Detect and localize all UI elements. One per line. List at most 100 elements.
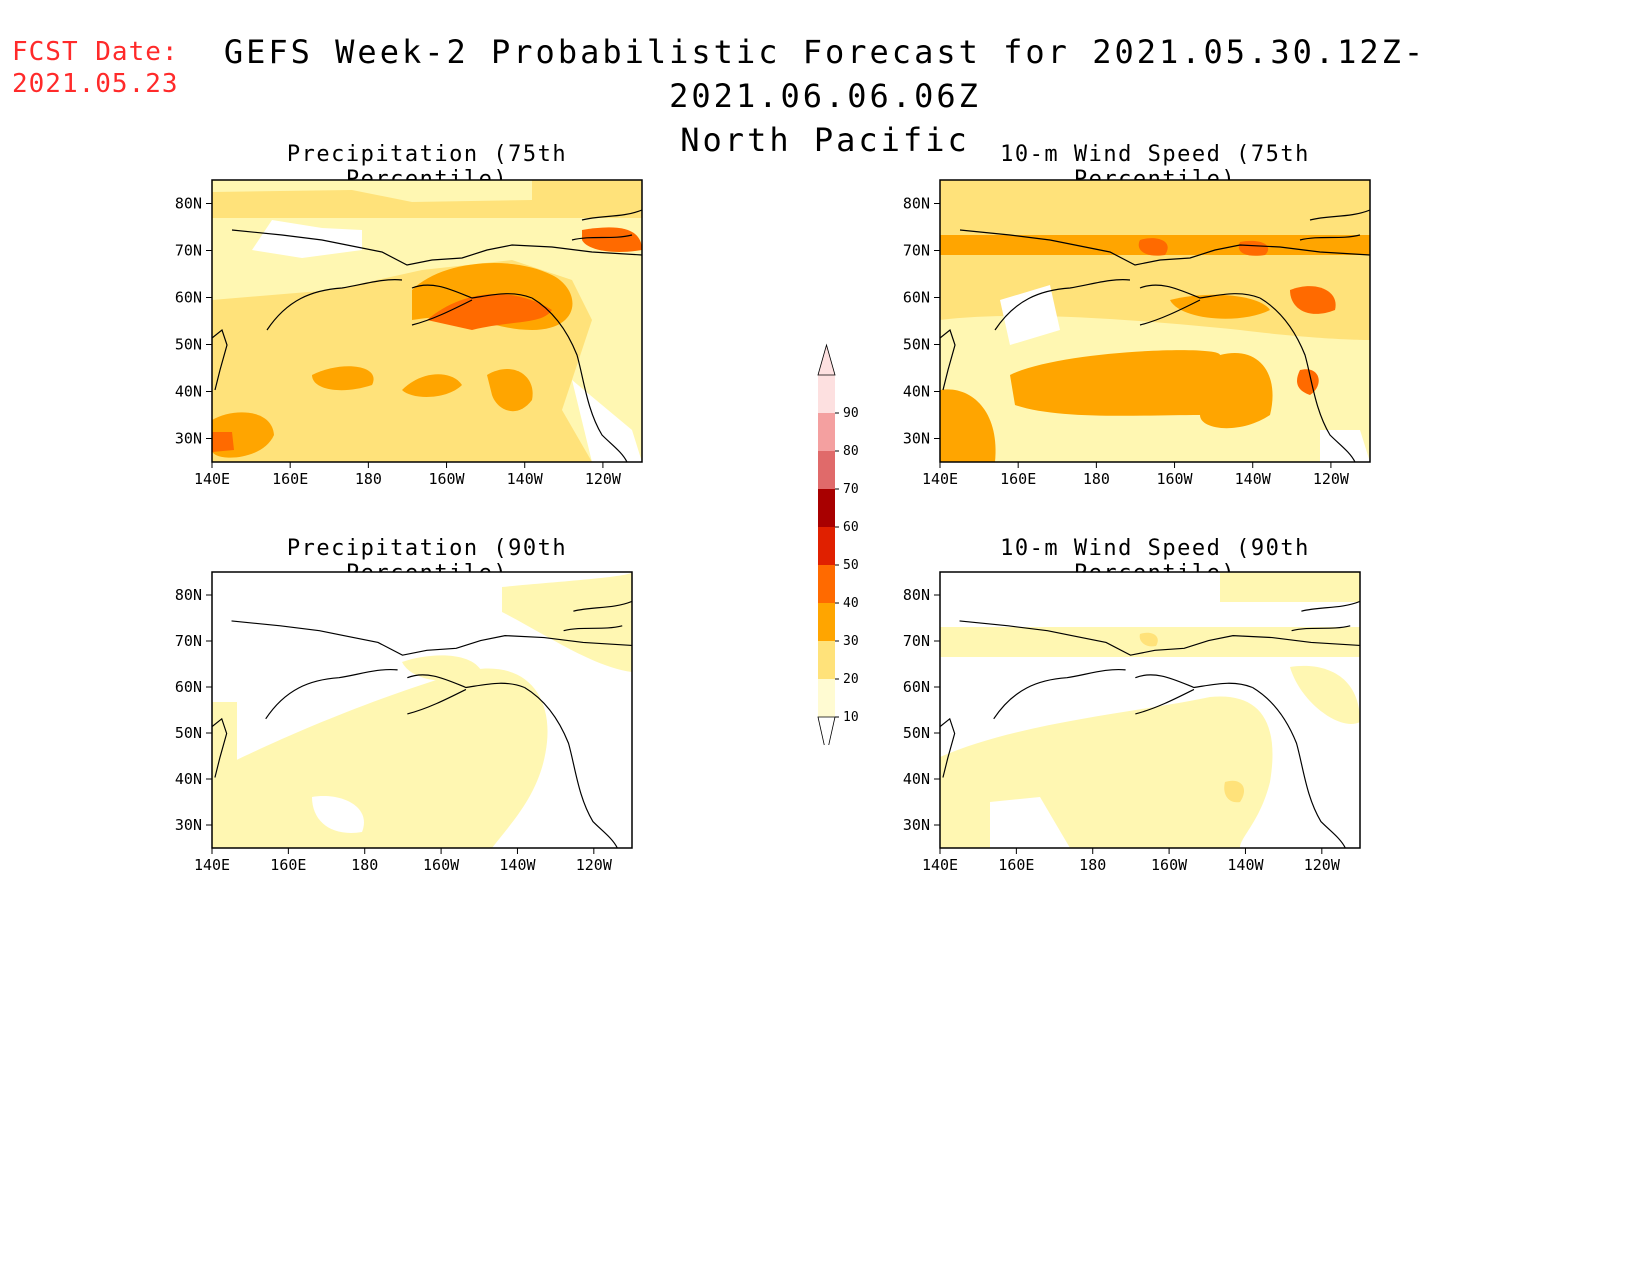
colorbar-label: 20 — [843, 672, 859, 687]
lat-tick-label: 40N — [903, 770, 930, 788]
lon-tick-label: 160W — [428, 470, 465, 488]
colorbar-label: 30 — [843, 634, 859, 649]
lat-tick-label: 80N — [903, 586, 930, 604]
contour-shape — [427, 293, 552, 330]
coastline-segment — [411, 299, 473, 326]
forecast-date-value: 2021.05.23 — [12, 69, 179, 99]
lon-tick-label: 160W — [423, 856, 460, 874]
coastline-segment — [1301, 600, 1360, 612]
contour-shape — [582, 227, 642, 252]
coastline-segment — [212, 717, 228, 778]
figure-title-line2: North Pacific — [680, 121, 970, 159]
colorbar-label: 60 — [843, 520, 859, 535]
forecast-date-label: FCST Date: — [12, 37, 179, 67]
filled-contours — [212, 572, 632, 848]
coastline-segment — [994, 279, 1131, 331]
lat-tick-label: 40N — [175, 770, 202, 788]
contour-shape — [1010, 350, 1273, 429]
lat-tick-label: 40N — [903, 383, 930, 401]
lat-tick-label: 40N — [175, 383, 202, 401]
filled-contours — [940, 572, 1360, 848]
map-frame — [939, 571, 1361, 849]
lon-tick-label: 160E — [1000, 470, 1036, 488]
coastline-segment — [231, 229, 642, 266]
lon-tick-label: 140W — [1235, 470, 1272, 488]
coastline-segment — [524, 686, 618, 848]
coastline-segment — [266, 279, 403, 331]
lat-tick-label: 60N — [903, 289, 930, 307]
lat-tick-label: 30N — [903, 816, 930, 834]
coastline-segment — [407, 674, 525, 689]
coastline-segment — [573, 600, 632, 612]
colorbar-box — [818, 451, 835, 489]
coastline-segment — [1139, 299, 1201, 326]
lon-tick-label: 120W — [1313, 470, 1350, 488]
contour-shape — [502, 572, 632, 672]
lat-tick-label: 50N — [903, 724, 930, 742]
lon-tick-label: 180 — [1079, 856, 1106, 874]
lat-tick-label: 60N — [175, 289, 202, 307]
lat-tick-label: 70N — [175, 242, 202, 260]
lon-tick-label: 120W — [1304, 856, 1341, 874]
coastline-segment — [1252, 686, 1346, 848]
contour-shape — [1238, 240, 1269, 256]
figure-title-line1: GEFS Week-2 Probabilistic Forecast for 2… — [223, 33, 1427, 115]
lat-tick-label: 50N — [175, 336, 202, 354]
lon-tick-label: 160E — [270, 856, 306, 874]
contour-shape — [592, 762, 632, 848]
lon-tick-label: 140E — [194, 470, 230, 488]
contour-shape — [990, 797, 1070, 848]
coastline — [212, 600, 632, 848]
lon-tick-label: 120W — [576, 856, 613, 874]
contour-shape — [1290, 286, 1336, 314]
contour-shape — [312, 796, 364, 833]
contour-shape — [402, 374, 462, 397]
figure-title: GEFS Week-2 Probabilistic Forecast for 2… — [180, 30, 1470, 162]
lon-tick-label: 140E — [194, 856, 230, 874]
colorbar-box — [818, 489, 835, 527]
map-plot-area: 140E 160E 180 160W 140W 120W 80N 70N 60N 50N 40N 30… — [175, 179, 643, 488]
map-wind-90: 140E 160E 180 160W 140W 120W 80N 70N 60N 50N 40N 30… — [903, 571, 1361, 874]
map-plot-area: 140E 160E 180 160W 140W 120W 80N 70N 60N 50N 40N 30… — [903, 179, 1371, 488]
filled-contours — [212, 180, 642, 462]
lon-tick-label: 140E — [922, 470, 958, 488]
lat-tick-label: 80N — [903, 195, 930, 213]
map-precip-90: 140E 160E 180 160W 140W 120W 80N 70N 60N 50N 40N 30… — [175, 571, 633, 874]
lat-tick-label: 30N — [903, 430, 930, 448]
colorbar-label: 70 — [843, 482, 859, 497]
map-frame — [939, 179, 1371, 463]
lat-tick-label: 70N — [903, 242, 930, 260]
map-plot-area: 140E 160E 180 160W 140W 120W 80N 70N 60N 50N 40N 30… — [903, 571, 1361, 874]
lat-tick-label: 60N — [903, 678, 930, 696]
contour-shape — [212, 668, 548, 848]
colorbar-label: 90 — [843, 406, 859, 421]
contour-shape — [1220, 572, 1360, 602]
map-wind-75: 140E 160E 180 160W 140W 120W 80N 70N 60N 50N 40N 30… — [903, 179, 1371, 488]
lon-tick-label: 140W — [1227, 856, 1264, 874]
coastline-segment — [531, 297, 628, 462]
coastline — [940, 600, 1360, 848]
lon-tick-label: 140W — [499, 856, 536, 874]
lat-tick-label: 30N — [175, 430, 202, 448]
colorbar-label: 50 — [843, 558, 859, 573]
contour-shape — [212, 432, 234, 452]
lat-tick-label: 80N — [175, 195, 202, 213]
coastline-segment — [940, 328, 956, 391]
contour-shape — [1000, 285, 1060, 345]
contour-shape — [572, 380, 642, 462]
map-frame — [211, 571, 633, 849]
coastline-segment — [1259, 297, 1356, 462]
lon-tick-label: 160W — [1151, 856, 1188, 874]
lon-tick-label: 180 — [1083, 470, 1110, 488]
colorbar-box — [818, 641, 835, 679]
lat-tick-label: 70N — [175, 632, 202, 650]
lat-tick-label: 50N — [175, 724, 202, 742]
contour-shape — [252, 220, 362, 258]
colorbar-box — [818, 565, 835, 603]
coastline-segment — [1135, 674, 1253, 689]
lat-tick-label: 50N — [903, 336, 930, 354]
colorbar-box — [818, 413, 835, 451]
map-precip-75: 140E 160E 180 160W 140W 120W 80N 70N 60N 50N 40N 30… — [175, 179, 643, 488]
coastline-segment — [1299, 234, 1361, 241]
lon-tick-label: 140E — [922, 856, 958, 874]
